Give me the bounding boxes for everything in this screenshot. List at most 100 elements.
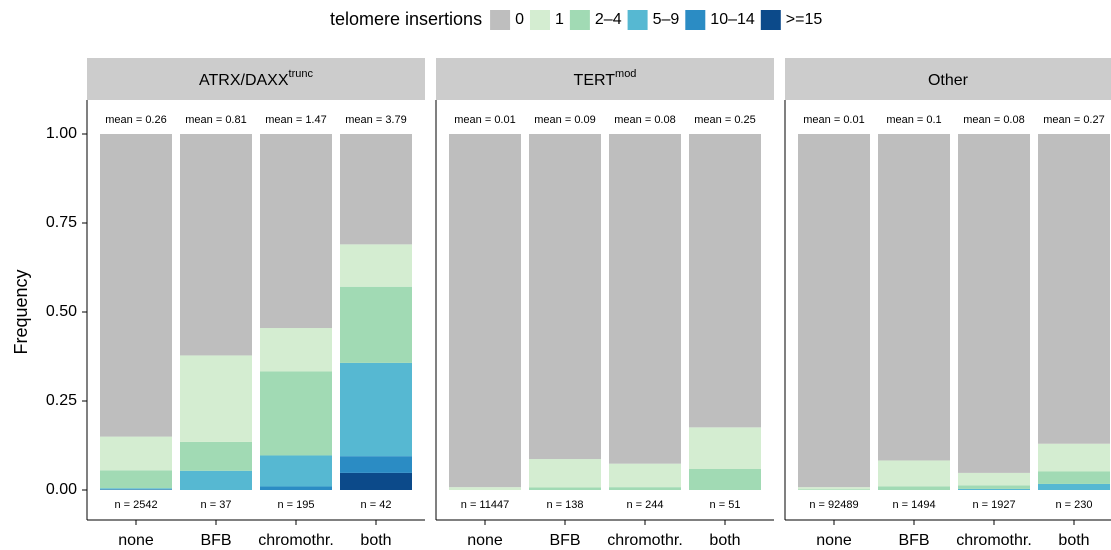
mean-label: mean = 0.1 — [886, 114, 941, 126]
bar-segment — [1038, 134, 1110, 444]
y-tick-label: 1.00 — [46, 125, 77, 142]
n-label: n = 138 — [546, 499, 583, 511]
bar-segment — [180, 355, 252, 442]
n-label: n = 1494 — [892, 499, 935, 511]
bar-segment — [958, 472, 1030, 486]
bar-segment — [100, 488, 172, 490]
x-tick-label: none — [816, 532, 852, 549]
x-tick-label: BFB — [200, 532, 231, 549]
bar-segment — [529, 487, 601, 490]
legend-swatch — [569, 10, 590, 30]
n-label: n = 92489 — [809, 499, 858, 511]
bar-segment — [958, 488, 1030, 490]
n-label: n = 51 — [710, 499, 741, 511]
mean-label: mean = 0.27 — [1043, 114, 1104, 126]
n-label: n = 195 — [277, 499, 314, 511]
x-tick-label: BFB — [549, 532, 580, 549]
bar-segment — [340, 134, 412, 245]
bar-segment — [529, 459, 601, 488]
y-tick-label: 0.00 — [46, 481, 77, 498]
mean-label: mean = 0.09 — [534, 114, 595, 126]
bar-segment — [260, 371, 332, 456]
y-tick-label: 0.75 — [46, 214, 77, 231]
legend-label: 5–9 — [653, 11, 680, 28]
bar-segment — [449, 134, 521, 488]
legend-label: >=15 — [786, 11, 823, 28]
mean-label: mean = 0.08 — [614, 114, 675, 126]
mean-label: mean = 0.26 — [105, 114, 166, 126]
mean-label: mean = 3.79 — [345, 114, 406, 126]
bar-segment — [798, 134, 870, 488]
x-tick-label: none — [467, 532, 503, 549]
n-label: n = 244 — [626, 499, 663, 511]
bar-segment — [260, 486, 332, 490]
bar-segment — [449, 487, 521, 490]
bar-segment — [878, 460, 950, 487]
bar-segment — [798, 487, 870, 490]
legend-title: telomere insertions — [330, 9, 482, 29]
n-label: n = 1927 — [972, 499, 1015, 511]
bar-segment — [689, 468, 761, 490]
bar-segment — [1038, 471, 1110, 484]
x-tick-label: chromothr. — [258, 532, 334, 549]
n-label: n = 42 — [361, 499, 392, 511]
bar-segment — [1038, 483, 1110, 490]
bar-segment — [529, 134, 601, 460]
bar-segment — [340, 286, 412, 363]
bar-segment — [609, 134, 681, 464]
y-axis-label: Frequency — [11, 269, 31, 354]
legend-swatch — [490, 10, 511, 30]
bar-segment — [958, 134, 1030, 473]
x-tick-label: chromothr. — [956, 532, 1032, 549]
bar-segment — [609, 463, 681, 488]
x-tick-label: none — [118, 532, 154, 549]
mean-label: mean = 1.47 — [265, 114, 326, 126]
facet-strip — [436, 58, 774, 100]
facet-title-sup: mod — [615, 68, 636, 80]
y-tick-label: 0.50 — [46, 303, 77, 320]
bar-segment — [878, 486, 950, 490]
mean-label: mean = 0.01 — [454, 114, 515, 126]
y-tick-label: 0.25 — [46, 392, 77, 409]
legend-label: 10–14 — [710, 11, 755, 28]
legend-label: 1 — [555, 11, 564, 28]
bar-segment — [180, 134, 252, 356]
bar-segment — [260, 134, 332, 329]
bar-segment — [180, 470, 252, 490]
n-label: n = 37 — [201, 499, 232, 511]
facet-title-main: Other — [928, 72, 969, 89]
x-tick-label: both — [1058, 532, 1089, 549]
facet-strip — [87, 58, 425, 100]
x-tick-label: both — [709, 532, 740, 549]
bar-segment — [689, 134, 761, 428]
bar-segment — [100, 134, 172, 437]
x-tick-label: both — [360, 532, 391, 549]
legend-swatch — [627, 10, 648, 30]
n-label: n = 2542 — [114, 499, 157, 511]
legend-label: 0 — [515, 11, 524, 28]
bar-segment — [340, 244, 412, 287]
legend-swatch — [685, 10, 706, 30]
facet-title: ATRX/DAXXtrunc — [199, 68, 313, 89]
facet-title: Other — [928, 72, 969, 89]
facet-title-main: ATRX/DAXX — [199, 72, 289, 89]
legend-swatch — [760, 10, 781, 30]
bar-segment — [609, 487, 681, 490]
facet-title-main: TERT — [574, 72, 616, 89]
bar-segment — [100, 436, 172, 471]
bar-segment — [260, 455, 332, 487]
facet-title-sup: trunc — [289, 68, 314, 80]
mean-label: mean = 0.01 — [803, 114, 864, 126]
bar-segment — [958, 485, 1030, 489]
facet-title: TERTmod — [574, 68, 637, 89]
facet-strip — [785, 58, 1111, 100]
bar-segment — [340, 362, 412, 457]
bar-segment — [798, 489, 870, 490]
n-label: n = 11447 — [461, 499, 509, 511]
bar-segment — [180, 441, 252, 471]
bar-segment — [340, 456, 412, 473]
mean-label: mean = 0.25 — [694, 114, 755, 126]
bar-segment — [100, 470, 172, 489]
